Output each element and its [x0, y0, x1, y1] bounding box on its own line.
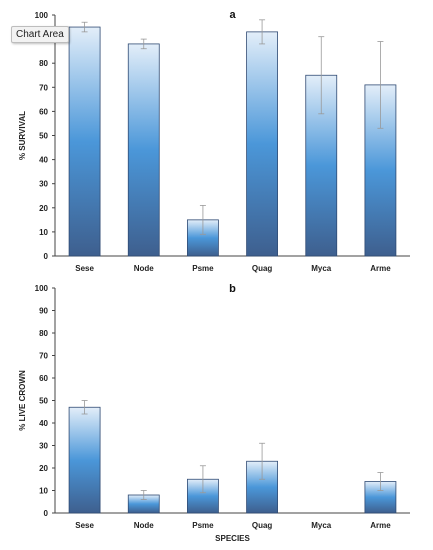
category-label-arme: Arme [370, 264, 391, 273]
y-tick-label: 30 [39, 180, 48, 189]
bar-sese [68, 406, 101, 514]
category-label-sese: Sese [75, 521, 94, 530]
bar-sese [68, 26, 101, 257]
category-label-node: Node [134, 521, 155, 530]
category-label-node: Node [134, 264, 155, 273]
y-tick-label: 100 [35, 11, 49, 20]
y-tick-label: 80 [39, 59, 48, 68]
y-tick-label: 20 [39, 204, 48, 213]
y-tick-label: 100 [35, 284, 49, 293]
y-tick-label: 20 [39, 464, 48, 473]
y-tick-label: 10 [39, 487, 48, 496]
y-tick-label: 30 [39, 442, 48, 451]
y-tick-label: 90 [39, 307, 48, 316]
y-tick-label: 60 [39, 374, 48, 383]
category-label-psme: Psme [192, 521, 214, 530]
category-label-myca: Myca [311, 521, 332, 530]
y-tick-label: 80 [39, 329, 48, 338]
x-axis-label: SPECIES [215, 534, 250, 543]
bar-quag [246, 31, 278, 257]
category-label-myca: Myca [311, 264, 332, 273]
panel-title: a [229, 9, 236, 21]
y-tick-label: 70 [39, 352, 48, 361]
y-tick-label: 40 [39, 156, 48, 165]
category-label-quag: Quag [252, 521, 273, 530]
y-tick-label: 60 [39, 107, 48, 116]
category-label-sese: Sese [75, 264, 94, 273]
panel-a: 0102030405060708090100SeseNodePsmeQuagMy… [18, 9, 410, 273]
y-tick-label: 0 [44, 252, 49, 261]
y-tick-label: 40 [39, 419, 48, 428]
category-label-quag: Quag [252, 264, 273, 273]
y-tick-label: 50 [39, 132, 48, 141]
panel-title: b [229, 283, 236, 295]
bar-node [127, 43, 160, 257]
y-tick-label: 70 [39, 83, 48, 92]
category-label-psme: Psme [192, 264, 214, 273]
y-axis-label: % LIVE CROWN [18, 370, 27, 431]
chart-area-tooltip: Chart Area [11, 26, 69, 43]
y-axis-label: % SURVIVAL [18, 111, 27, 160]
panel-b: 0 10 20 30 40 50 60 70 80 90 100 Sese Node Psme Quag My… [18, 283, 410, 543]
y-tick-label: 0 [44, 509, 49, 518]
y-tick-label: 10 [39, 228, 48, 237]
y-tick-label: 50 [39, 397, 48, 406]
category-label-arme: Arme [370, 521, 391, 530]
